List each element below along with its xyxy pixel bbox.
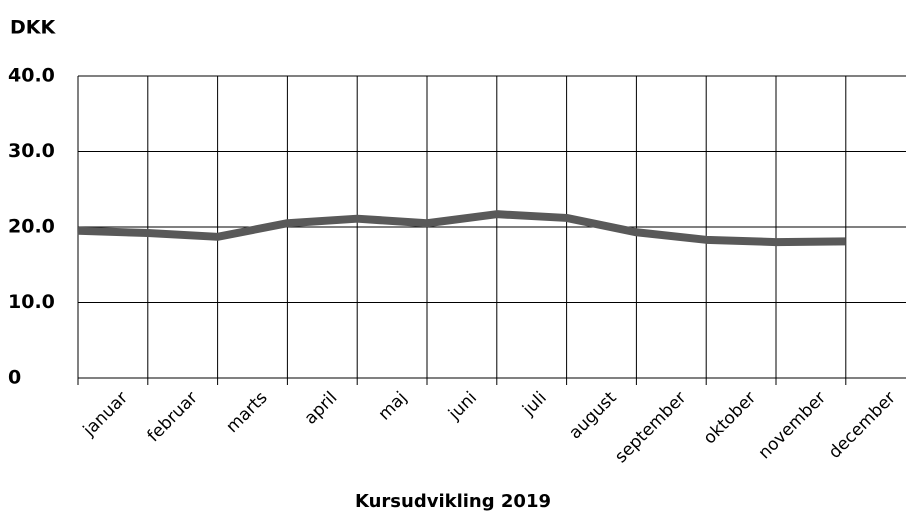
x-tick-label: oktober [700,388,761,449]
y-tick-label: 0 [8,367,21,389]
x-tick-label: april [301,388,342,429]
y-axis-label: DKK [10,17,56,39]
x-tick-label: august [565,388,621,444]
chart-title: Kursudvikling 2019 [355,491,551,512]
x-tick-label: december [825,388,900,463]
y-tick-label: 20.0 [8,216,55,238]
y-tick-label: 10.0 [8,291,55,313]
line-series [77,210,846,247]
x-tick-label: november [755,388,830,463]
x-tick-label: juli [518,388,550,420]
x-tick-label: februar [144,388,202,446]
x-tick-label: maj [375,388,412,425]
x-tick-label: september [611,388,690,467]
x-tick-label: januar [79,388,132,441]
x-tick-label: juni [444,388,481,425]
y-tick-label: 40.0 [8,65,55,87]
y-tick-label: 30.0 [8,140,55,162]
x-tick-label: marts [222,388,271,437]
